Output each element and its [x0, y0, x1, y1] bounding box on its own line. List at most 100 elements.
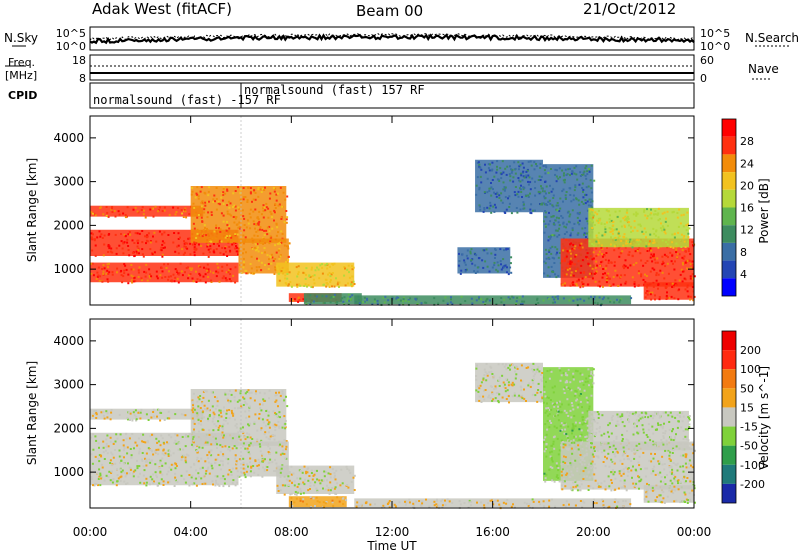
- heatmap-speckle: [196, 216, 199, 219]
- heatmap-speckle: [564, 456, 567, 459]
- heatmap-speckle: [274, 244, 277, 247]
- heatmap-speckle: [553, 480, 556, 483]
- heatmap-speckle: [618, 235, 621, 238]
- heatmap-speckle: [302, 271, 305, 274]
- heatmap-speckle: [210, 449, 213, 452]
- heatmap-speckle: [177, 448, 180, 451]
- heatmap-speckle: [548, 250, 551, 253]
- heatmap-speckle: [197, 408, 200, 411]
- heatmap-speckle: [614, 238, 617, 241]
- heatmap-speckle: [265, 206, 268, 209]
- heatmap-speckle: [600, 261, 603, 264]
- heatmap-speckle: [483, 207, 486, 209]
- heatmap-speckle: [545, 455, 548, 458]
- heatmap-speckle: [602, 461, 605, 463]
- heatmap-speckle: [149, 248, 152, 251]
- heatmap-speckle: [231, 412, 234, 415]
- heatmap-speckle: [583, 459, 586, 462]
- heatmap-speckle: [91, 462, 94, 465]
- heatmap-speckle: [275, 399, 278, 402]
- heatmap-speckle: [573, 247, 576, 250]
- heatmap-speckle: [343, 266, 346, 268]
- heatmap-speckle: [539, 400, 542, 403]
- heatmap-speckle: [235, 245, 237, 248]
- colorbar-swatch: [722, 464, 736, 484]
- heatmap-speckle: [102, 440, 105, 443]
- velocity-colorbar-label: Velocity [m s^-1]: [757, 366, 771, 470]
- heatmap-speckle: [269, 240, 272, 243]
- heatmap-speckle: [675, 251, 677, 254]
- heatmap-speckle: [433, 500, 436, 503]
- heatmap-speckle: [268, 258, 270, 261]
- heatmap-speckle: [638, 464, 641, 467]
- heatmap-speckle: [217, 429, 220, 431]
- heatmap-speckle: [622, 505, 625, 508]
- heatmap-speckle: [527, 180, 529, 183]
- heatmap-speckle: [247, 389, 250, 392]
- heatmap-speckle: [620, 225, 623, 228]
- heatmap-speckle: [636, 240, 639, 243]
- heatmap-speckle: [513, 161, 516, 164]
- heatmap-speckle: [666, 291, 668, 294]
- heatmap-speckle: [248, 433, 251, 436]
- heatmap-speckle: [493, 210, 496, 213]
- heatmap-speckle: [569, 267, 571, 270]
- heatmap-speckle: [634, 250, 637, 253]
- heatmap-speckle: [191, 417, 194, 420]
- heatmap-speckle: [532, 382, 535, 385]
- colorbar-swatch: [722, 369, 736, 389]
- heatmap-speckle: [193, 432, 195, 434]
- heatmap-speckle: [501, 160, 504, 163]
- heatmap-speckle: [592, 374, 595, 377]
- heatmap-speckle: [179, 448, 181, 451]
- heatmap-speckle: [665, 217, 667, 220]
- heatmap-speckle: [582, 188, 585, 191]
- heatmap-speckle: [238, 475, 241, 478]
- heatmap-speckle: [492, 188, 494, 191]
- heatmap-speckle: [134, 206, 137, 209]
- heatmap-speckle: [91, 414, 94, 417]
- heatmap-speckle: [689, 480, 692, 483]
- heatmap-speckle: [332, 263, 335, 266]
- heatmap-speckle: [108, 470, 111, 473]
- heatmap-speckle: [576, 280, 579, 283]
- heatmap-speckle: [90, 478, 93, 480]
- heatmap-speckle: [612, 473, 615, 476]
- heatmap-speckle: [628, 221, 631, 224]
- heatmap-speckle: [184, 461, 187, 464]
- heatmap-speckle: [529, 188, 532, 191]
- heatmap-speckle: [587, 463, 590, 466]
- heatmap-speckle: [683, 491, 686, 494]
- heatmap-speckle: [694, 501, 696, 504]
- heatmap-speckle: [480, 168, 483, 171]
- heatmap-speckle: [218, 416, 221, 419]
- heatmap-speckle: [562, 443, 565, 446]
- heatmap-speckle: [593, 295, 596, 298]
- heatmap-speckle: [234, 454, 237, 457]
- heatmap-speckle: [613, 228, 616, 231]
- heatmap-speckle: [649, 247, 652, 250]
- heatmap-speckle: [161, 233, 164, 236]
- heatmap-speckle: [564, 194, 567, 197]
- heatmap-speckle: [177, 232, 180, 235]
- heatmap-speckle: [548, 211, 550, 214]
- heatmap-speckle: [562, 504, 565, 507]
- heatmap-speckle: [174, 472, 177, 475]
- heatmap-speckle: [640, 478, 643, 481]
- heatmap-speckle: [224, 419, 227, 422]
- heatmap-speckle: [557, 469, 560, 472]
- heatmap-speckle: [590, 446, 593, 449]
- heatmap-speckle: [444, 504, 447, 506]
- heatmap-speckle: [534, 180, 536, 183]
- heatmap-speckle: [451, 501, 454, 504]
- heatmap-speckle: [235, 423, 238, 426]
- heatmap-speckle: [210, 240, 213, 243]
- heatmap-speckle: [670, 436, 672, 438]
- heatmap-speckle: [202, 396, 205, 399]
- heatmap-speckle: [564, 247, 567, 250]
- heatmap-speckle: [585, 449, 588, 452]
- heatmap-speckle: [572, 248, 575, 251]
- heatmap-speckle: [655, 274, 658, 277]
- heatmap-speckle: [228, 445, 231, 448]
- heatmap-speckle: [138, 447, 141, 450]
